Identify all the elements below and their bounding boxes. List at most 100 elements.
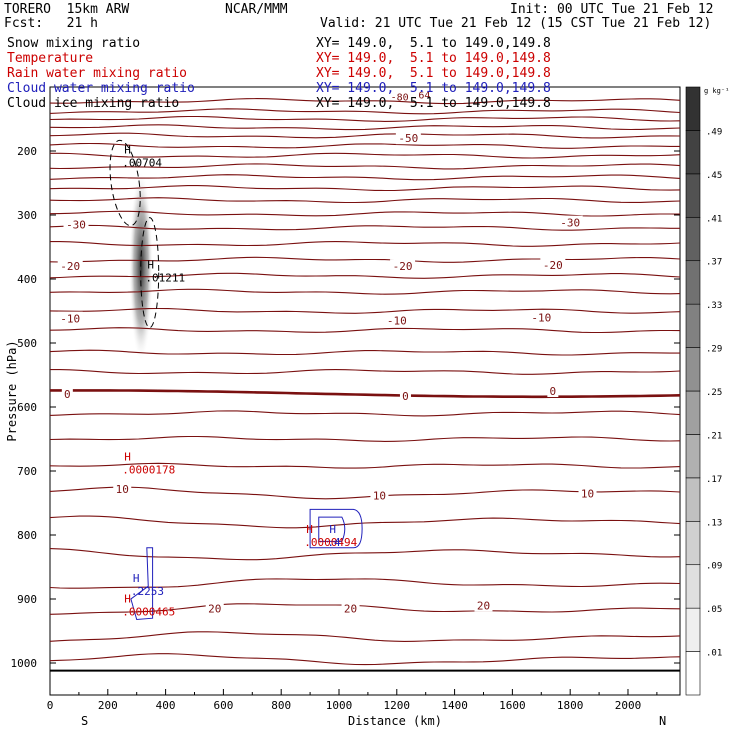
maximum-value: .00704: [122, 156, 162, 169]
isotherm-line: [49, 256, 681, 263]
colorbar-level: .17: [706, 475, 722, 485]
isotherm-line: [49, 163, 681, 170]
isotherm-label-bg: [57, 311, 83, 325]
isotherm-line: [49, 327, 681, 334]
isotherm-label-bg: [61, 387, 73, 401]
colorbar-level: .13: [706, 518, 722, 528]
colorbar-segment: [685, 173, 701, 218]
field-section: XY= 149.0, 5.1 to 149.0,149.8: [316, 81, 551, 96]
isotherm-label: -80: [391, 93, 409, 104]
isotherm-label: -20: [60, 260, 80, 273]
isotherm-label-bg: [370, 488, 389, 502]
colorbar-segment: [685, 86, 701, 131]
isotherm-label: -20: [543, 259, 563, 272]
isotherm-label-bg: [390, 259, 416, 273]
maximum-marker: H: [133, 572, 140, 585]
isotherm-label: -10: [387, 315, 407, 328]
isotherm-label: 10: [116, 483, 129, 496]
isotherm-line: [49, 515, 681, 529]
south-label: S: [81, 714, 88, 728]
isotherm-label-bg: [547, 384, 559, 397]
isotherm-label: -30: [66, 219, 86, 232]
y-tick-label: 800: [17, 529, 37, 542]
isotherm-label-bg: [205, 601, 224, 615]
isotherm-line: [49, 307, 681, 314]
isotherm-label: 0: [64, 388, 71, 401]
y-tick-label: 600: [17, 401, 37, 414]
colorbar-segment: [685, 260, 701, 305]
isotherm-line: [49, 486, 681, 500]
isotherm-line: [49, 185, 681, 192]
colorbar-segment: [685, 477, 701, 522]
field-section: XY= 149.0, 5.1 to 149.0,149.8: [316, 51, 551, 66]
maximum-marker: H: [329, 523, 336, 536]
maximum-marker: H: [124, 143, 131, 156]
isotherm-label: 20: [477, 599, 490, 612]
maximum-value: .2253: [131, 585, 164, 598]
maximum-value: .4: [327, 536, 341, 549]
maximum-marker: H: [124, 593, 131, 606]
isotherm-label: 0: [550, 385, 557, 398]
colorbar-segment: [685, 564, 701, 609]
y-tick-label: 700: [17, 465, 37, 478]
colorbar-segment: [685, 607, 701, 652]
isotherm-line: [49, 124, 681, 131]
valid-time: Valid: 21 UTC Tue 21 Feb 12 (15 CST Tue …: [320, 16, 712, 31]
y-axis-label: Pressure (hPa): [5, 340, 19, 441]
isotherm-line: [49, 197, 681, 204]
isotherm-line: [49, 631, 681, 642]
isotherm-label: -30: [560, 217, 580, 230]
y-tick-label: 500: [17, 337, 37, 350]
cloud-water-contour: [309, 508, 363, 549]
colorbar-level: .41: [706, 214, 722, 224]
isotherm-label: -10: [531, 311, 551, 324]
forecast-hour: Fcst: 21 h: [4, 16, 98, 31]
isotherm-line: [49, 435, 681, 442]
colorbar-segment: [685, 390, 701, 435]
isotherm-line: [49, 115, 681, 122]
colorbar-level: .33: [706, 301, 722, 311]
colorbar-level: .05: [706, 605, 722, 615]
maximum-value: .0000178: [122, 464, 175, 477]
north-label: N: [659, 714, 666, 728]
y-tick-label: 200: [17, 145, 37, 158]
field-name: Cloud ice mixing ratio: [7, 96, 180, 111]
isotherm-label-bg: [528, 310, 554, 324]
isotherm-line: [49, 174, 681, 181]
isotherm-line: [49, 653, 681, 666]
maximum-marker: H: [147, 259, 154, 272]
isotherm-label: 20: [208, 603, 221, 616]
colorbar-level: .45: [706, 171, 722, 181]
isotherm-label: -10: [60, 313, 80, 326]
field-section: XY= 149.0, 5.1 to 149.0,149.8: [316, 66, 551, 81]
isotherm-label-bg: [578, 486, 597, 500]
isotherm-line: [49, 142, 680, 149]
isotherm-line: [49, 578, 681, 589]
isotherm-label-bg: [341, 601, 360, 615]
cloud-water-contour: [130, 547, 154, 621]
x-tick-label: 600: [213, 699, 233, 712]
colorbar-segment: [685, 130, 701, 175]
isotherm-line: [49, 98, 681, 105]
isotherm-label-bg: [63, 217, 89, 231]
y-tick-label: 300: [17, 209, 37, 222]
x-tick-label: 400: [156, 699, 176, 712]
isotherm-label-bg: [540, 257, 566, 271]
maximum-value: .0000494: [304, 536, 357, 549]
isotherm-line: [49, 349, 680, 356]
isotherm-line: [49, 210, 681, 217]
isotherm-label: -20: [393, 260, 413, 273]
isotherm-line: [49, 288, 681, 295]
colorbar-level: .09: [706, 562, 722, 572]
colorbar-segment: [685, 651, 701, 696]
isotherm-line: [49, 462, 681, 469]
colorbar-segment: [685, 520, 701, 566]
field-name: Snow mixing ratio: [7, 36, 141, 51]
x-tick-label: 1000: [326, 699, 353, 712]
y-tick-label: 1000: [11, 657, 38, 670]
x-tick-label: 800: [271, 699, 291, 712]
isotherm-label-bg: [113, 481, 132, 495]
isotherm-label-bg: [474, 598, 493, 612]
isotherm-label: 10: [581, 487, 594, 500]
